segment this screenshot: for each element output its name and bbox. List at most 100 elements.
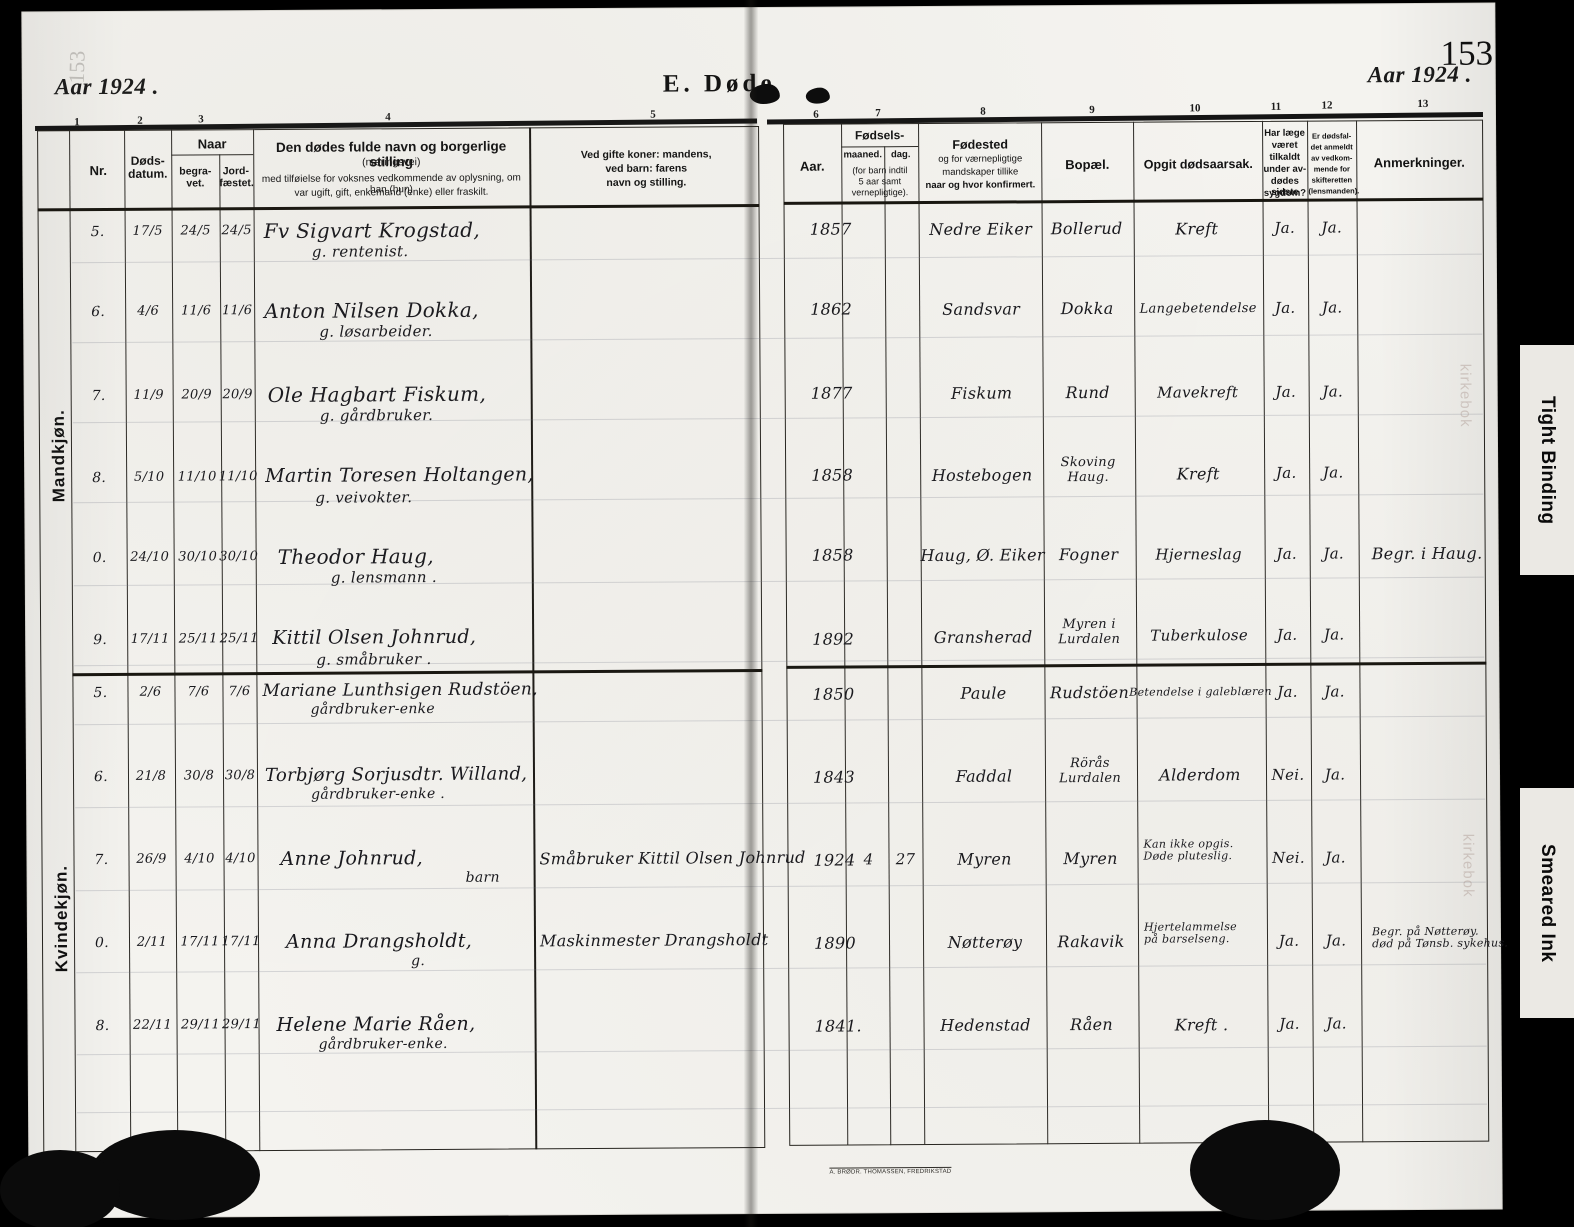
table-row-jordfaestet: 24/5: [221, 223, 252, 239]
table-row-nr: 9.: [93, 632, 108, 649]
table-row-fodested: Fiskum: [950, 383, 1013, 403]
table-row-begravet: 11/10: [177, 469, 217, 485]
table-row-laege: Ja.: [1278, 931, 1300, 950]
table-row-navn: Helene Marie Råen,: [276, 1012, 476, 1036]
table-row-navn: Fv Sigvart Krogstad,: [263, 217, 481, 244]
header-laege-l2: været: [1271, 139, 1298, 151]
bleedthrough-gutter-lower: kirkebok: [1459, 833, 1477, 898]
header-dodsdatum: Døds- datum.: [128, 153, 168, 182]
header-maaned: maaned.: [843, 149, 883, 161]
header-fodsels: Fødsels-: [854, 128, 905, 143]
table-row-anmeldt: Ja.: [1323, 625, 1345, 644]
table-row-dodsaarsak: Tuberkulose: [1150, 626, 1249, 645]
header-jordfaestet: Jord- fæstet.: [219, 165, 254, 190]
table-row-dodsaarsak: Hjertelammelse på barselseng.: [1143, 920, 1238, 946]
table-row-dodsaarsak: Kreft .: [1174, 1015, 1229, 1035]
table-row-bopael: Fogner: [1058, 544, 1119, 565]
header-dag: dag.: [890, 149, 911, 161]
table-row-jordfaestet: 30/8: [224, 768, 256, 784]
table-row-jordfaestet: 17/11: [221, 934, 261, 950]
table-row-nr: 8.: [95, 1017, 110, 1035]
table-row-laege: Nei.: [1272, 848, 1305, 867]
table-row-gifte: Maskinmester Drangsholdt: [539, 929, 769, 951]
table-row-navn: Kittil Olsen Johnrud,: [272, 625, 477, 649]
table-row-anmeldt: Ja.: [1321, 218, 1343, 237]
table-row-begravet: 24/5: [180, 223, 211, 239]
column-number-12: 12: [1321, 99, 1333, 112]
table-row-bopael: Rakavik: [1057, 931, 1125, 952]
table-row-begravet: 17/11: [180, 934, 220, 950]
table-row-dodsaarsak: Langebetendelse: [1139, 300, 1257, 317]
printer-imprint: A. BRØDR. THOMASSEN, FREDRIKSTAD: [829, 1166, 952, 1176]
table-row-dodsaarsak: Kan ikke opgis. Døde pluteslig.: [1143, 837, 1234, 863]
table-row-begravet: 4/10: [184, 851, 215, 867]
table-row-fodested: Sandsvar: [942, 299, 1021, 319]
table-row-anmeldt: Ja.: [1322, 382, 1344, 401]
table-row-jordfaestet: 30/10: [219, 549, 259, 565]
table-row-begravet: 7/6: [187, 684, 210, 700]
table-row-laege: Ja.: [1275, 382, 1297, 401]
header-anmeldt-l4: mende for: [1313, 164, 1350, 174]
table-row-navn: Theodor Haug,: [277, 544, 434, 569]
header-anmeldt-l3: av vedkom-: [1311, 153, 1353, 163]
table-row-nr: 6.: [91, 304, 106, 321]
table-row-laege: Ja.: [1275, 463, 1297, 482]
table-row-nr: 7.: [91, 388, 106, 405]
table-row-anmeldt: Ja.: [1326, 1014, 1347, 1033]
table-row-aar: 1862: [810, 299, 853, 319]
table-row-jordfaestet: 11/10: [218, 469, 258, 485]
table-row-aar: 1857: [809, 219, 852, 239]
table-row-aar: 1858: [811, 545, 854, 565]
table-row-stilling: gårdbruker-enke: [310, 700, 436, 718]
table-row-aar: 1850: [812, 684, 855, 704]
table-row-laege: Ja.: [1274, 218, 1296, 237]
header-laege-l4: under av-: [1263, 163, 1307, 175]
column-number-13: 13: [1417, 97, 1429, 110]
header-gifte-l2: ved barn: farens: [605, 162, 688, 175]
table-row-dodsdatum: 24/10: [130, 549, 170, 565]
table-row-anmeldt: Ja.: [1323, 544, 1345, 563]
table-row-stilling: g. rentenist.: [311, 242, 409, 261]
table-row-fodested: Gransherad: [933, 627, 1033, 647]
bleedthrough-gutter-upper: kirkebok: [1456, 363, 1474, 428]
table-row-bopael: Myren i Lurdalen: [1058, 616, 1121, 647]
table-row-begravet: 30/10: [178, 549, 218, 565]
table-row-bopael: Rudstöen: [1049, 682, 1130, 703]
table-row-aar: 1892: [812, 629, 855, 649]
table-row-begravet: 11/6: [180, 303, 212, 319]
column-number-10: 10: [1189, 102, 1201, 115]
table-row-dodsdatum: 11/9: [133, 387, 164, 403]
paper-sheet: 153 Aar 1924 . E. Døde Aar 1924 . 153 1 …: [22, 3, 1508, 1218]
header-naar: Naar: [197, 136, 227, 152]
table-row-bopael: Skoving Haug.: [1060, 454, 1116, 485]
ink-blot-artifact: [749, 83, 780, 105]
table-row-navn: Torbjørg Sorjusdtr. Willand,: [264, 763, 528, 787]
header-fodsels-note3: verne­pligtige).: [851, 187, 909, 198]
table-row-begravet: 25/11: [178, 631, 218, 647]
header-fodsels-note2: 5 aar samt: [858, 176, 902, 187]
table-row-dodsdatum: 21/8: [135, 768, 167, 784]
table-row-bopael: Rund: [1065, 382, 1110, 403]
table-row-nr: 5.: [93, 684, 108, 702]
table-row-fodested: Nedre Eiker: [929, 219, 1033, 239]
header-gifte-l1: Ved gifte koner: mandens,: [580, 148, 712, 162]
table-row-dodsdatum: 4/6: [137, 303, 160, 319]
table-row-nr: 0.: [94, 934, 110, 952]
header-fodested: Fødested: [952, 137, 1008, 152]
condition-marker-tight-binding: Tight Binding: [1520, 345, 1574, 575]
table-row-laege: Ja.: [1277, 682, 1298, 701]
table-row-maaned: 4: [863, 850, 874, 869]
table-row-dodsaarsak: Hjerneslag: [1155, 545, 1242, 564]
table-row-gifte: Småbruker Kittil Olsen Johnrud: [539, 847, 806, 869]
table-row-laege: Ja.: [1274, 298, 1296, 317]
table-row-dodsdatum: 2/11: [136, 934, 168, 950]
table-row-dag: 27: [895, 850, 916, 869]
table-row-aar: 1841.: [814, 1016, 862, 1036]
scan-smudge: [1190, 1120, 1340, 1220]
scan-smudge: [0, 1150, 120, 1227]
header-aar: Aar.: [799, 158, 825, 174]
table-row-dodsdatum: 5/10: [133, 469, 165, 485]
table-row-begravet: 29/11: [180, 1017, 221, 1033]
table-row-dodsaarsak: Kreft: [1176, 464, 1220, 484]
